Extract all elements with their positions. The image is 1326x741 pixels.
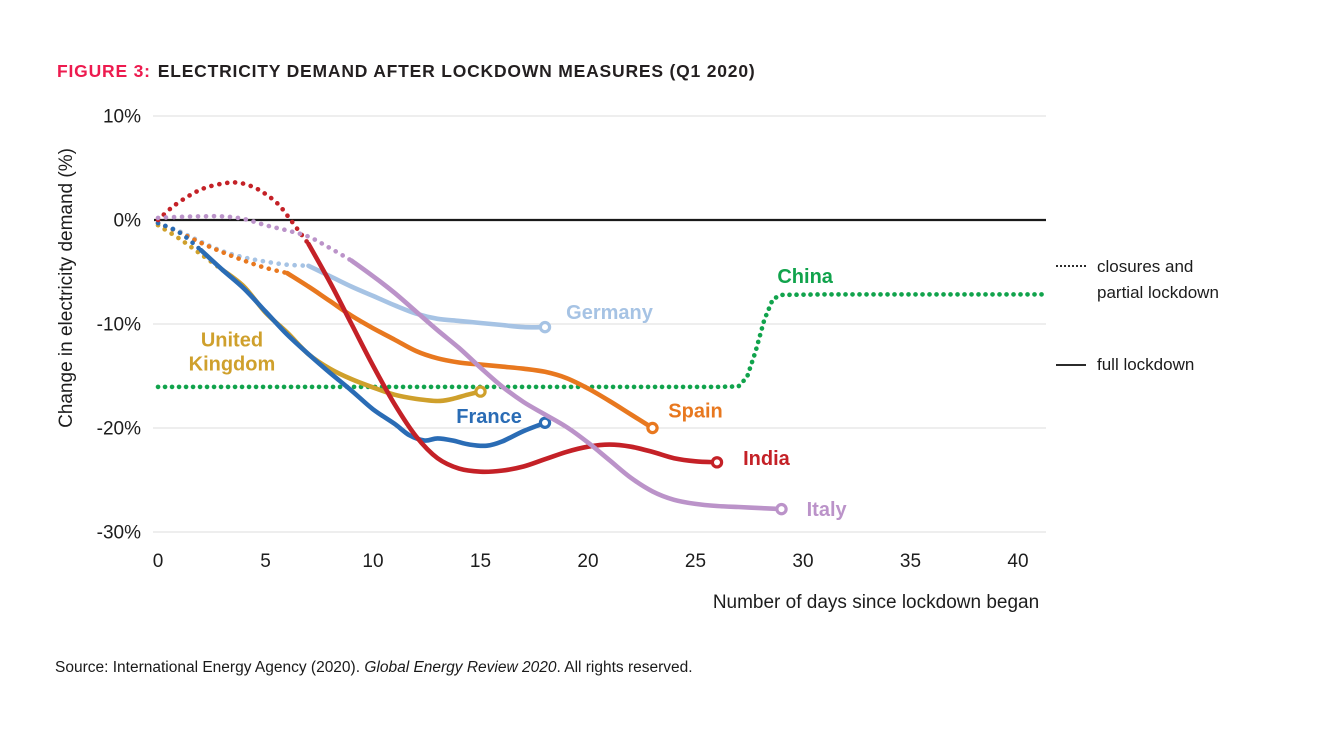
source-suffix: . All rights reserved. — [556, 659, 693, 676]
series-india-end-marker — [710, 456, 724, 469]
y-tick-label: 0% — [114, 211, 142, 232]
series-united-kingdom-dotted-line — [155, 222, 225, 273]
y-axis-title: Change in electricity demand (%) — [56, 148, 77, 428]
series-india-dotted-line — [155, 180, 311, 247]
x-tick-label: 25 — [685, 551, 706, 572]
series-france-label: France — [456, 406, 522, 428]
series-spain-solid-line — [284, 270, 655, 431]
legend-partial-line2: partial lockdown — [1097, 283, 1219, 302]
series-india-solid-line — [306, 241, 720, 475]
legend-item-partial-lockdown: closures and partial lockdown — [1097, 254, 1219, 306]
series-germany-end-marker — [538, 320, 552, 334]
series-france-solid-line — [198, 247, 548, 449]
figure-title: ELECTRICITY DEMAND AFTER LOCKDOWN MEASUR… — [157, 61, 756, 81]
series-china-label: China — [777, 266, 833, 288]
series-india-label: India — [743, 448, 791, 470]
source-publication: Global Energy Review 2020 — [364, 659, 557, 676]
x-tick-label: 30 — [792, 551, 813, 572]
legend-item-full-lockdown: full lockdown — [1097, 352, 1194, 378]
figure-header: FIGURE 3: ELECTRICITY DEMAND AFTER LOCKDO… — [57, 61, 756, 82]
x-axis-title: Number of days since lockdown began — [713, 592, 1039, 613]
source-line: Source: International Energy Agency (202… — [55, 659, 693, 677]
figure-number-label: FIGURE 3: — [57, 61, 151, 81]
series-spain-dotted-line — [155, 220, 290, 276]
x-tick-label: 5 — [260, 551, 271, 572]
series-france-dotted-line — [155, 220, 204, 253]
x-tick-label: 40 — [1007, 551, 1028, 572]
dotted-line-legend-icon — [1056, 265, 1086, 267]
y-tick-label: -20% — [97, 419, 141, 440]
legend-full-label: full lockdown — [1097, 355, 1195, 374]
y-tick-label: -30% — [97, 523, 141, 544]
series-united-kingdom-end-marker — [474, 385, 487, 398]
series-united-kingdom-label: Kingdom — [189, 354, 276, 376]
x-tick-label: 20 — [577, 551, 598, 572]
x-tick-label: 10 — [362, 551, 383, 572]
x-tick-label: 0 — [153, 551, 164, 572]
series-united-kingdom-label: United — [201, 330, 263, 352]
x-tick-label: 15 — [470, 551, 491, 572]
series-spain-end-marker — [646, 421, 659, 435]
source-prefix: Source: International Energy Agency (202… — [55, 659, 365, 676]
series-france-end-marker — [538, 416, 552, 429]
series-italy-end-marker — [775, 502, 788, 516]
series-italy-label: Italy — [807, 499, 848, 521]
y-tick-label: 10% — [103, 107, 141, 128]
x-tick-label: 35 — [900, 551, 921, 572]
series-china-dotted-line — [155, 292, 1049, 390]
series-spain-label: Spain — [668, 400, 722, 422]
series-italy-solid-line — [349, 258, 784, 512]
legend-partial-line1: closures and — [1097, 257, 1194, 276]
y-tick-label: -10% — [97, 315, 141, 336]
series-italy-dotted-line — [155, 213, 354, 263]
solid-line-legend-icon — [1056, 364, 1086, 366]
series-germany-solid-line — [306, 263, 548, 330]
series-germany-label: Germany — [566, 302, 654, 324]
